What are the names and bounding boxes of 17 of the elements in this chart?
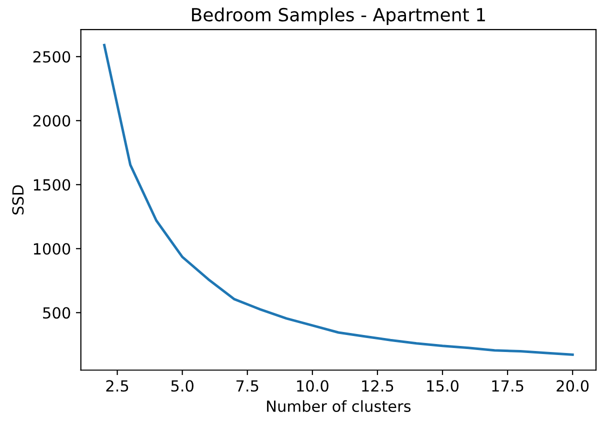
y-tick-label: 1500: [34, 179, 70, 191]
x-tick-label: 17.5: [492, 380, 524, 392]
y-tick-label: 500: [43, 307, 70, 319]
y-tick-label: 1000: [34, 243, 70, 255]
line-series: [103, 44, 574, 356]
x-tick-label: 7.5: [236, 380, 258, 392]
x-tick-label: 2.5: [106, 380, 128, 392]
y-tick-label: 2500: [33, 51, 70, 63]
x-axis-title: Number of clusters: [267, 400, 411, 412]
x-tick-label: 10.0: [297, 380, 328, 392]
x-tick-label: 5.0: [171, 380, 194, 392]
x-tick-label: 12.5: [362, 380, 394, 392]
chart-title: Bedroom Samples - Apartment 1: [192, 8, 485, 26]
y-axis-title: SSD: [12, 185, 24, 214]
y-tick-label: 2000: [33, 115, 70, 127]
x-tick-label: 15.0: [427, 380, 458, 392]
x-tick-label: 20.0: [556, 380, 589, 392]
